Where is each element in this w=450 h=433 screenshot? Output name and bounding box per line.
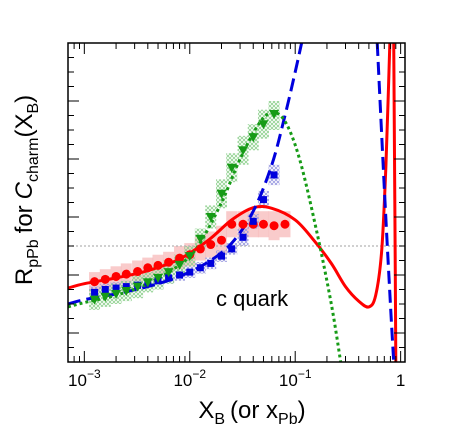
x-tick-label-base: 10 <box>68 371 87 390</box>
red-circle-marker <box>90 277 100 287</box>
red-solid-right-curve <box>392 43 398 362</box>
green-triangle-marker <box>205 213 216 222</box>
y-title-arg-close: ) <box>11 95 38 103</box>
green-triangle-marker <box>238 146 249 156</box>
blue-square-marker <box>270 171 278 179</box>
red-circle-marker <box>111 271 121 281</box>
blue-square-marker <box>249 217 257 225</box>
x-tick-label: 10−1 <box>279 367 312 390</box>
blue-square-marker <box>259 196 267 204</box>
green-triangle-marker <box>216 189 227 199</box>
green-triangle-marker <box>132 282 143 292</box>
blue-square-marker <box>207 259 215 267</box>
plot-frame <box>67 42 406 363</box>
blue-square-marker <box>122 283 130 291</box>
red-circle-marker <box>217 235 227 245</box>
x-tick-label: 10−2 <box>173 367 206 390</box>
green-triangle-marker <box>258 120 269 130</box>
x-tick-label: 10−3 <box>68 367 101 390</box>
x-tick-label: 1 <box>396 371 405 390</box>
green-triangle-marker <box>174 260 185 270</box>
red-circle-marker <box>164 257 174 267</box>
red-circle-marker <box>195 244 205 254</box>
blue-square-marker <box>196 264 204 272</box>
green-triangle-marker <box>248 133 259 143</box>
green-dotted-curve <box>68 111 343 362</box>
blue-square-marker <box>165 274 173 282</box>
y-title-for: for <box>11 205 38 233</box>
green-triangle-marker <box>153 273 164 283</box>
blue-square-marker <box>91 288 99 296</box>
y-title-arg-sub: B <box>25 103 42 114</box>
red-circle-marker <box>143 263 153 273</box>
x-title-paren-close: ) <box>298 397 306 424</box>
red-circle-marker <box>238 219 248 229</box>
red-circle-marker <box>100 274 110 284</box>
red-circle-marker <box>227 219 237 229</box>
red-circle-marker <box>121 269 131 279</box>
blue-square-marker <box>228 245 236 253</box>
x-tick-label-exp: −3 <box>87 367 101 381</box>
green-triangle-marker <box>195 234 206 244</box>
green-triangle-marker <box>142 278 153 288</box>
x-tick-label-base: 10 <box>173 371 192 390</box>
x-title-main: X <box>198 397 214 424</box>
model-curves <box>68 43 398 362</box>
blue-square-marker <box>176 271 184 279</box>
red-circle-marker <box>133 267 143 277</box>
blue-square-marker <box>186 268 194 276</box>
y-axis-title: RpPb for Ccharm(XB) <box>11 95 42 285</box>
green-triangle-marker <box>121 286 132 296</box>
x-tick-label-exp: −1 <box>298 367 312 381</box>
red-circle-marker <box>280 219 290 229</box>
red-circle-marker <box>269 221 279 231</box>
green-triangle-marker <box>269 110 280 120</box>
green-triangle-marker <box>184 252 195 262</box>
green-triangle-marker <box>226 163 237 173</box>
x-tick-label-base: 1 <box>396 371 405 390</box>
annotation-c-quark: c quark <box>216 286 289 311</box>
blue-square-marker <box>101 286 109 293</box>
green-triangle-marker <box>111 289 122 299</box>
x-title-main-sub: B <box>214 411 225 428</box>
x-axis-title: XB (or xPb) <box>198 397 305 428</box>
green-triangle-marker <box>100 292 111 302</box>
blue-square-marker <box>112 284 120 292</box>
red-circle-marker <box>206 240 216 250</box>
y-title-arg-open: (X <box>11 114 38 138</box>
y-title-c: C <box>11 181 38 199</box>
red-circle-marker <box>258 219 268 229</box>
blue-dashed-right-curve <box>375 43 396 362</box>
y-title-r-sub: pPb <box>25 239 42 268</box>
data-markers <box>89 110 290 305</box>
red-circle-marker <box>153 260 163 270</box>
x-title-paren-open: (or x <box>230 397 278 424</box>
y-title-c-sub: charm <box>25 138 42 182</box>
green-triangle-marker <box>163 268 174 278</box>
x-tick-label-base: 10 <box>279 371 298 390</box>
axis-ticks: 10−3 10−2 10−1 1 <box>67 43 405 390</box>
y-title-r: R <box>11 268 38 285</box>
red-circle-marker <box>175 253 185 263</box>
blue-square-marker <box>239 233 247 241</box>
x-tick-label-exp: −2 <box>192 367 206 381</box>
x-title-paren-sub: Pb <box>278 411 298 428</box>
blue-square-marker <box>218 252 226 260</box>
green-triangle-marker <box>89 295 100 305</box>
